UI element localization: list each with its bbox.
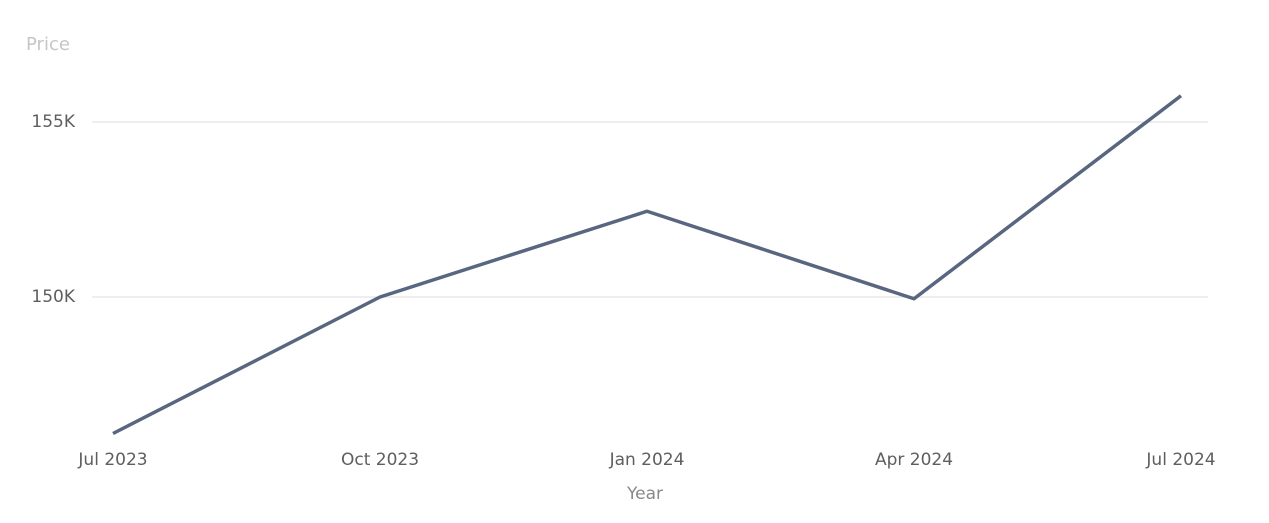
y-tick-label: 150K <box>31 287 75 307</box>
x-tick-label: Jul 2023 <box>77 450 147 470</box>
y-tick-label: 155K <box>31 112 75 132</box>
y-axis-title: Price <box>26 34 70 55</box>
x-tick-label: Jul 2024 <box>1145 450 1215 470</box>
x-tick-label: Jan 2024 <box>609 450 685 470</box>
x-axis-title: Year <box>626 484 663 504</box>
x-tick-label: Apr 2024 <box>875 450 953 470</box>
x-tick-label: Oct 2023 <box>341 450 419 470</box>
line <box>112 94 1183 436</box>
